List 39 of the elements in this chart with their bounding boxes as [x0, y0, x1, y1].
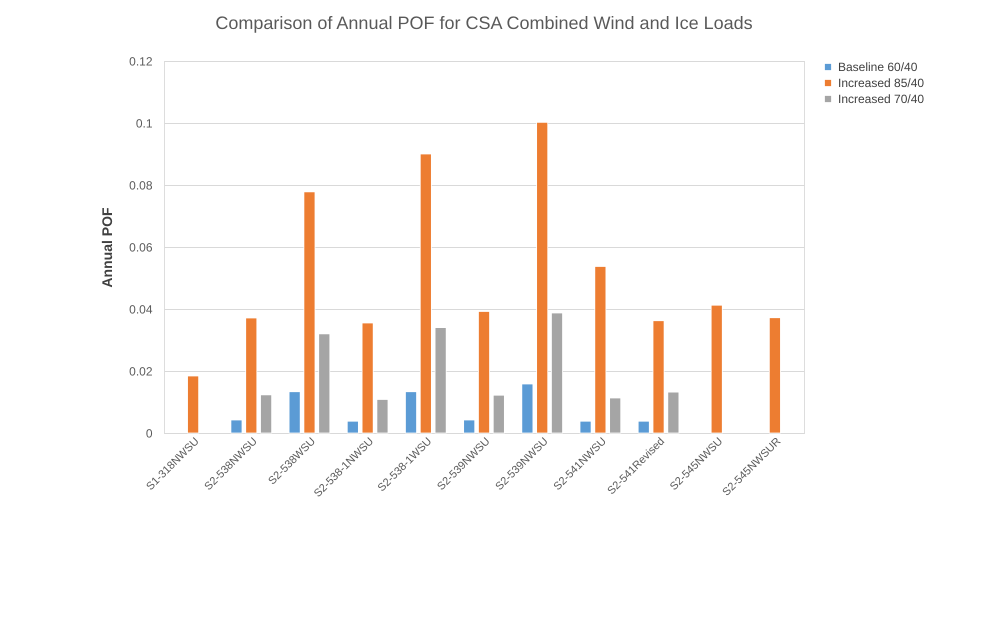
bar [551, 312, 563, 434]
bar [245, 318, 258, 434]
y-tick-label: 0.1 [136, 116, 153, 130]
y-tick-label: 0.04 [129, 302, 153, 316]
bar [260, 394, 272, 434]
bar [376, 399, 388, 434]
y-tick-label: 0.12 [129, 54, 153, 68]
y-tick-label: 0.08 [129, 178, 153, 192]
legend-label: Increased 70/40 [838, 92, 924, 106]
bar [230, 420, 242, 434]
legend-label: Increased 85/40 [838, 76, 924, 90]
bar [580, 420, 592, 434]
bar [434, 327, 447, 434]
bar [768, 317, 781, 434]
bar [667, 392, 680, 434]
bar [420, 154, 432, 434]
bar [362, 322, 374, 434]
bar [288, 391, 301, 434]
y-tick-label: 0.02 [129, 364, 153, 378]
bar [405, 391, 417, 434]
bar [492, 394, 505, 434]
y-axis-title: Annual POF [99, 207, 116, 288]
bar [187, 376, 200, 434]
bar [318, 333, 330, 434]
bar [710, 304, 723, 434]
bar [536, 122, 548, 434]
bar [638, 420, 650, 434]
legend-label: Baseline 60/40 [838, 60, 918, 74]
bar [609, 398, 622, 434]
bar [521, 384, 534, 434]
y-tick-label: 0 [146, 426, 153, 440]
bar [346, 420, 359, 434]
bar [304, 191, 316, 434]
y-tick-label: 0.06 [129, 240, 153, 254]
bar [463, 420, 476, 434]
bar [478, 311, 490, 434]
bar [652, 320, 664, 434]
chart-title: Comparison of Annual POF for CSA Combined Wind and Ice Loads [215, 13, 753, 33]
bar [594, 266, 606, 434]
